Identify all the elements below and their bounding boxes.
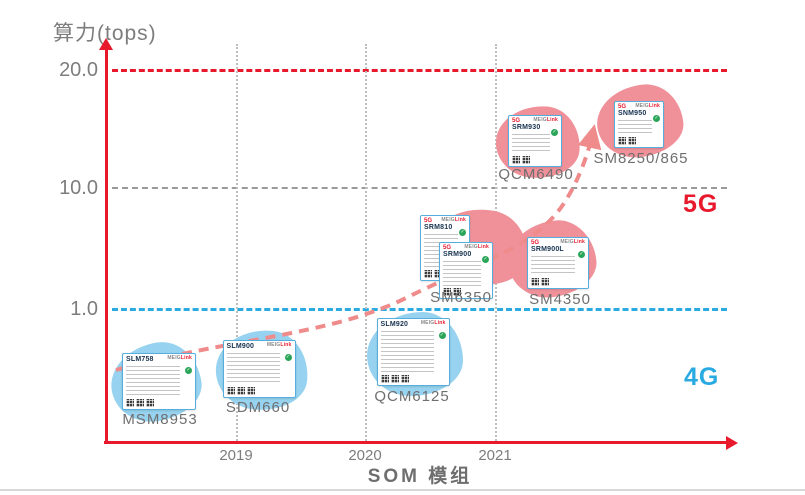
meiglink-logo: MEIGLink (560, 239, 585, 245)
region-label-5g: 5G (683, 190, 719, 218)
sticker-fine-print (531, 256, 576, 276)
sticker-fine-print (512, 134, 550, 154)
qr-code-icon (236, 387, 245, 395)
qr-code-icon (380, 375, 389, 383)
sticker-qr-row (226, 387, 292, 395)
qr-code-icon (226, 387, 235, 395)
meiglink-logo: MEIGLink (635, 102, 660, 109)
sticker-model-text: SNM950 (618, 109, 647, 117)
meiglink-logo: MEIGLink (420, 320, 446, 326)
sticker-fine-print (380, 331, 434, 373)
cert-check-icon: ✓ (482, 255, 489, 263)
module-sticker: SLM900 MEIGLink ✓ (222, 340, 296, 398)
x-tick-label: 2019 (219, 447, 253, 464)
module-name-label: MSM8953 (122, 411, 198, 428)
qr-code-icon (136, 398, 144, 407)
sticker-model-text: SRM930 (512, 124, 541, 131)
module-name-label: SM6350 (430, 289, 492, 306)
footer-divider (0, 489, 805, 491)
module-sticker: SLM920 MEIGLink ✓ (376, 318, 450, 386)
meiglink-logo: MEIGLink (266, 342, 292, 348)
reference-line-1.0 (112, 307, 727, 311)
sticker-qr-row (512, 156, 558, 164)
5g-badge: 5G (512, 118, 521, 124)
region-label-4g: 4G (684, 363, 720, 391)
cert-check-icon: ✓ (578, 251, 585, 258)
module-name-label: SDM660 (225, 399, 291, 416)
reference-line-20.0 (112, 68, 727, 72)
qr-code-icon (126, 398, 134, 407)
sticker-qr-row (380, 375, 446, 383)
cert-check-icon: ✓ (459, 229, 466, 236)
qr-code-icon (522, 156, 530, 164)
qr-code-icon (424, 270, 432, 278)
cert-check-icon: ✓ (438, 332, 446, 339)
sticker-qr-row (618, 136, 660, 145)
qr-code-icon (541, 278, 549, 286)
reference-line-10.0 (112, 187, 727, 189)
cert-check-icon: ✓ (185, 366, 192, 374)
x-axis-title: SOM 模组 (367, 466, 473, 487)
year-gridline-2020 (365, 44, 367, 441)
x-axis-arrow-icon (726, 435, 738, 450)
sticker-fine-print (443, 260, 481, 286)
meiglink-logo: MEIGLink (167, 354, 192, 361)
x-tick-label: 2021 (478, 447, 512, 464)
meiglink-logo: MEIGLink (441, 217, 466, 223)
module-name-label: QCM6125 (374, 388, 450, 405)
y-tick-label: 1.0 (70, 298, 98, 320)
module-name-label: QCM6490 (498, 166, 574, 183)
qr-code-icon (512, 156, 520, 164)
cert-check-icon: ✓ (284, 354, 292, 361)
qr-code-icon (390, 375, 399, 383)
qr-code-icon (628, 136, 636, 145)
meiglink-logo: MEIGLink (464, 243, 489, 250)
sticker-fine-print (126, 365, 181, 397)
module-name-label: SM8250/865 (593, 150, 689, 167)
x-tick-label: 2020 (348, 447, 382, 464)
y-axis-arrow-icon (99, 38, 113, 50)
qr-code-icon (246, 387, 255, 395)
qr-code-icon (146, 398, 154, 407)
cert-check-icon: ✓ (551, 129, 558, 136)
y-axis-title: 算力(tops) (53, 22, 157, 45)
sticker-fine-print (226, 353, 280, 385)
qr-code-icon (400, 375, 409, 383)
sticker-qr-row (531, 278, 585, 286)
module-sticker: SLM758 MEIGLink ✓ (122, 352, 196, 410)
y-tick-label: 20.0 (59, 59, 98, 81)
module-sticker: 5G SRM900L MEIGLink ✓ (527, 237, 589, 289)
module-name-label: SM4350 (529, 291, 591, 308)
module-sticker: 5G SRM930 MEIGLink ✓ (508, 115, 562, 167)
sticker-fine-print (618, 119, 653, 135)
module-sticker: 5G SNM950 MEIGLink ✓ (614, 100, 664, 148)
qr-code-icon (618, 136, 626, 145)
5g-badge: 5G (618, 103, 627, 110)
cert-check-icon: ✓ (653, 114, 660, 122)
y-axis-line (105, 48, 108, 444)
sticker-qr-row (126, 398, 192, 407)
sticker-model-text: SRM900L (531, 246, 564, 253)
y-tick-label: 10.0 (59, 177, 98, 199)
meiglink-logo: MEIGLink (533, 117, 558, 123)
x-axis-line (104, 441, 728, 444)
qr-code-icon (531, 278, 539, 286)
